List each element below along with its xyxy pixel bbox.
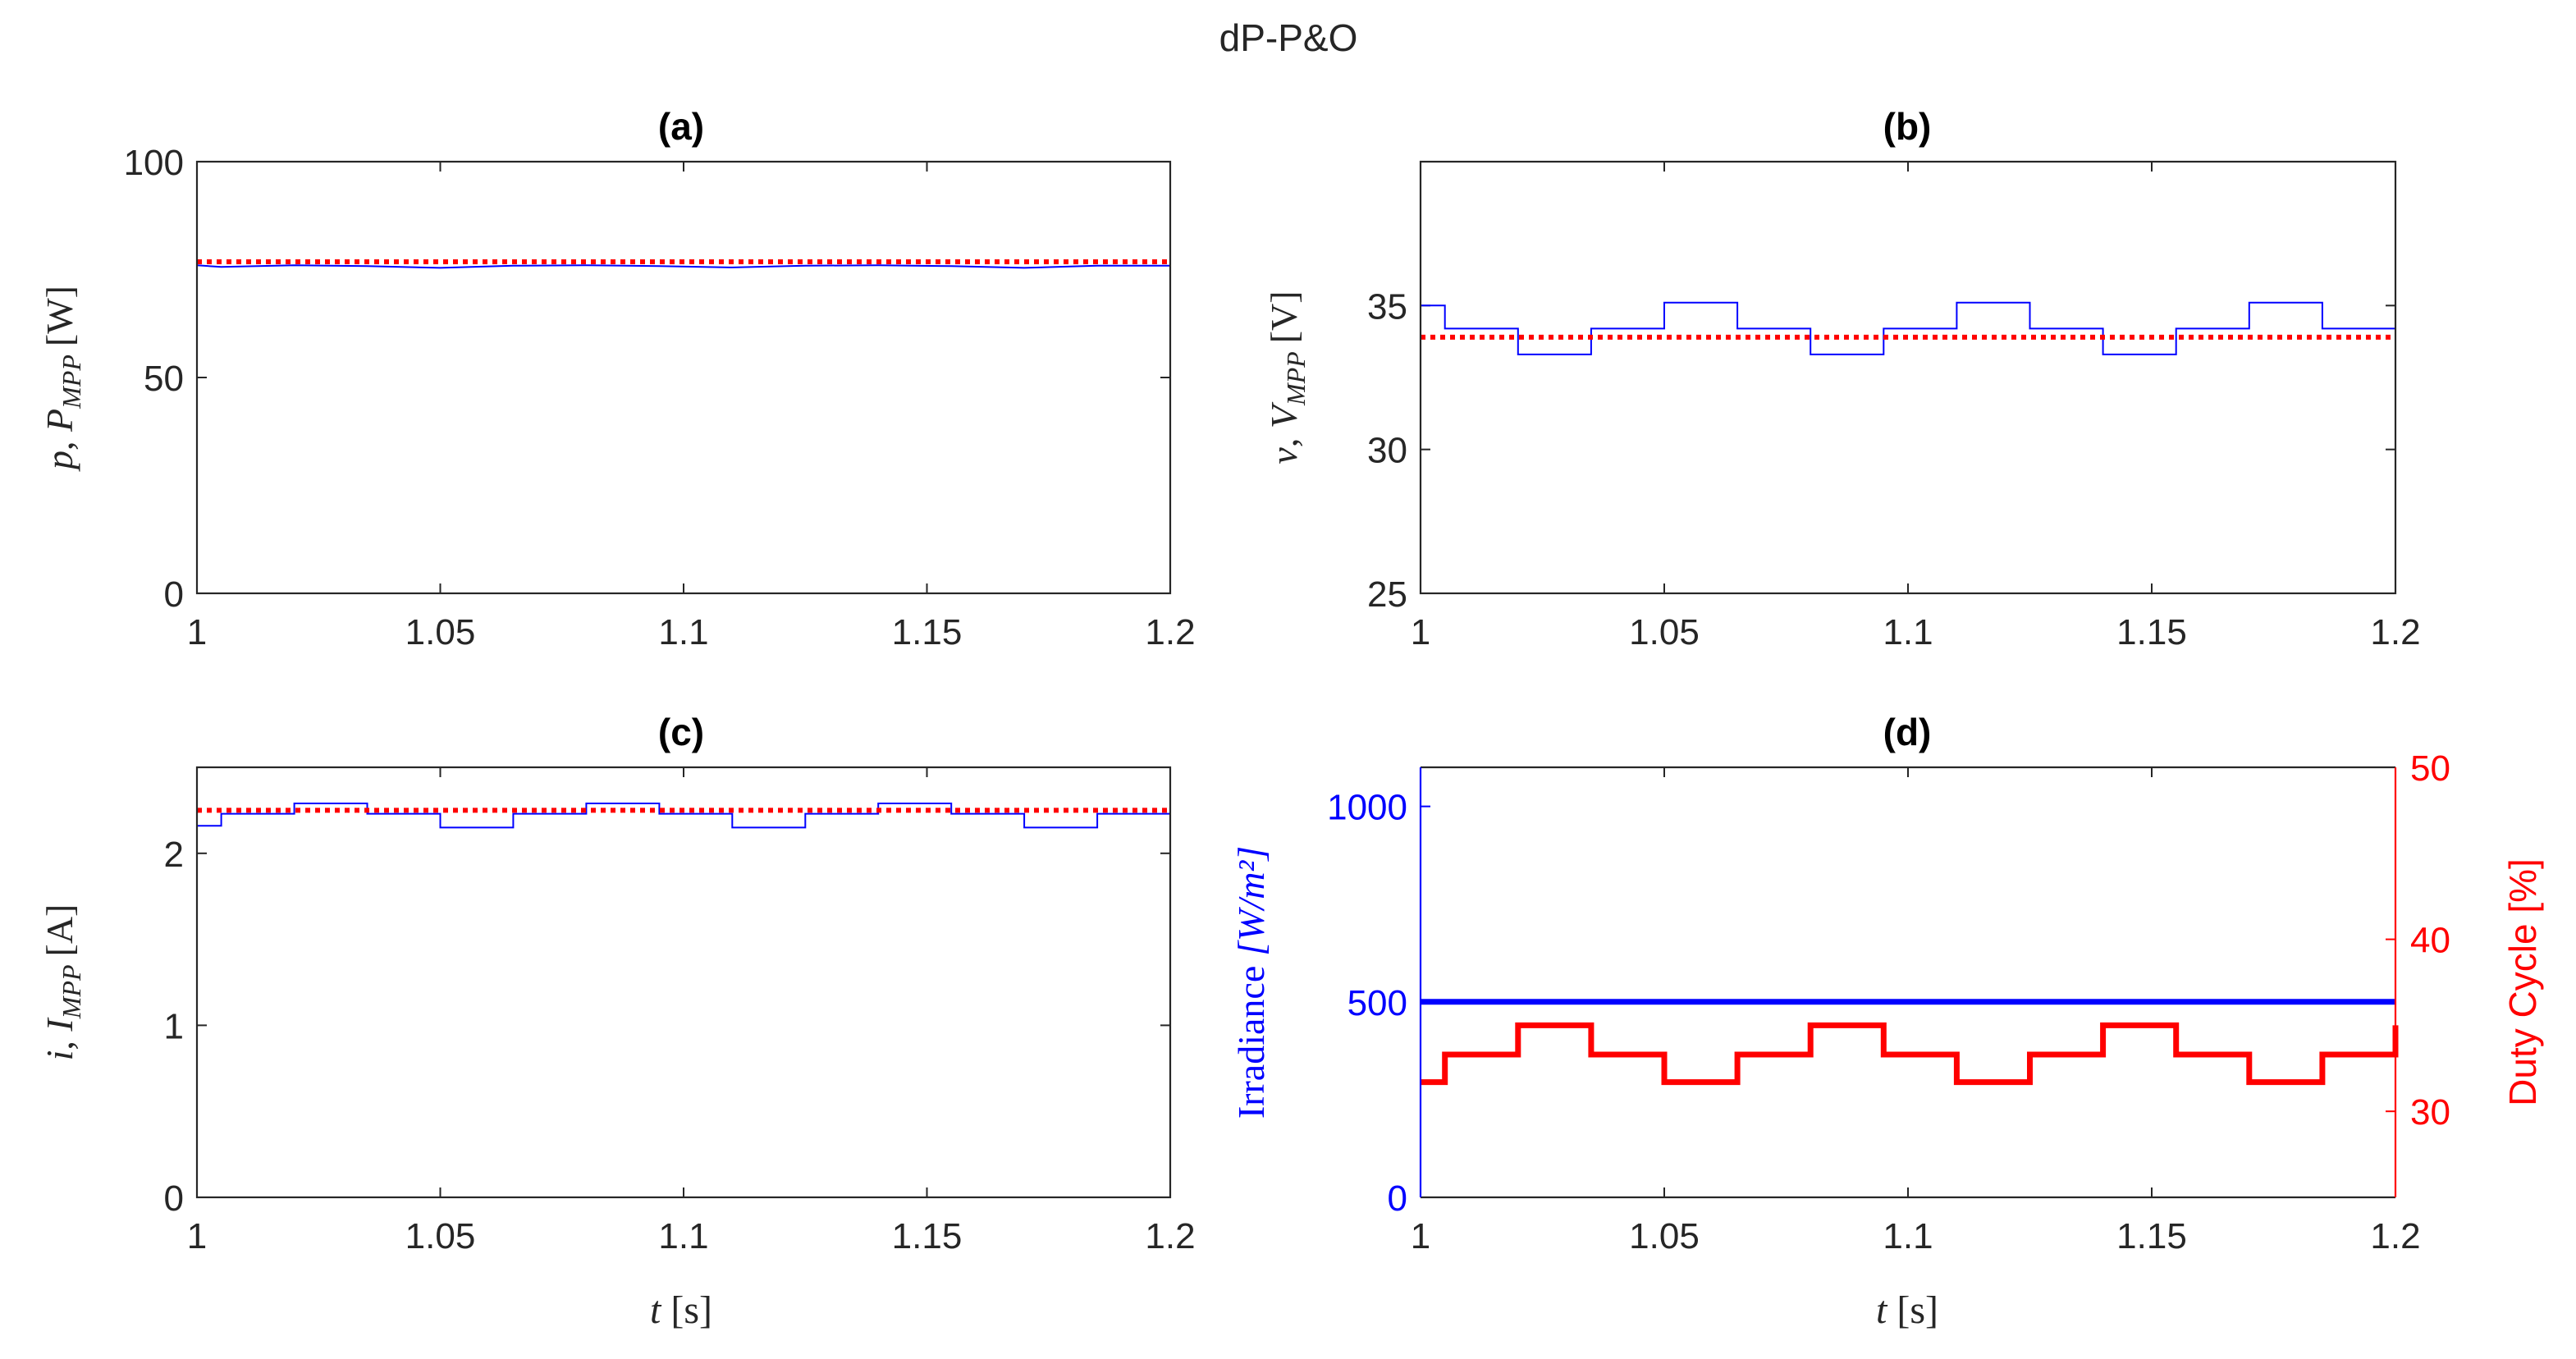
- panel-c-ylabel-subvar: I: [39, 1017, 80, 1032]
- panel-b-axes-box: [1419, 160, 2397, 595]
- panel-d-xtick-label: 1: [1411, 1216, 1430, 1256]
- panel-d-left-ylabel-unit: [W/m²]: [1230, 846, 1272, 956]
- panel-a-ytick-label: 0: [164, 574, 184, 615]
- panel-b-series-v: [1421, 301, 2395, 355]
- panel-a-ylabel-subvar: P: [39, 409, 80, 432]
- panel-a-xtick-label: 1.1: [658, 612, 708, 652]
- panel-d-xtick-label: 1.2: [2370, 1216, 2420, 1256]
- panel-c-title: (c): [658, 711, 704, 753]
- panel-c-ylabel: i, IMPP[A]: [39, 904, 86, 1061]
- panel-b-ytick-label: 30: [1367, 431, 1407, 471]
- panel-b-ticks: 1 1.05 1.1 1.15 1.2 25 30 35: [1367, 162, 2421, 652]
- panel-d-right-ytick-label: 30: [2410, 1092, 2450, 1132]
- panel-d-series-duty-cycle: [1421, 1022, 2399, 1086]
- panel-a-ytick-label: 50: [144, 359, 184, 399]
- panel-a-ylabel-unit: [W]: [39, 286, 80, 346]
- panel-c-xtick-label: 1.2: [1145, 1216, 1195, 1256]
- panel-a-title: (a): [658, 105, 704, 148]
- panel-c-series-i: [197, 803, 1170, 829]
- panel-c-xlabel: t [s]: [650, 1288, 712, 1332]
- panel-b-title: (b): [1883, 105, 1932, 148]
- panel-d-xtick-label: 1.1: [1883, 1216, 1933, 1256]
- panel-a-ylabel: p, PMPP[W]: [39, 286, 86, 472]
- panel-d-xlabel-unit: [s]: [1897, 1288, 1938, 1332]
- panel-a-plot: [196, 259, 1170, 269]
- panel-c-ytick-label: 1: [164, 1006, 184, 1046]
- panel-c-axes-box: [195, 766, 1172, 1199]
- panel-a-xtick-label: 1: [187, 612, 207, 652]
- panel-b-ytick-label: 35: [1367, 286, 1407, 327]
- panel-b-ylabel-subvar: V: [1263, 401, 1305, 428]
- panel-c-xlabel-unit: [s]: [670, 1288, 712, 1332]
- panel-a-ticks: 1 1.05 1.1 1.15 1.2 0 50 100: [124, 143, 1196, 652]
- panel-d-left-ylabel-text: Irradiance: [1230, 966, 1272, 1119]
- panel-d-xlabel: t [s]: [1876, 1288, 1938, 1332]
- panel-a-ytick-label: 100: [124, 143, 184, 183]
- panel-d-left-ytick-label: 1000: [1327, 788, 1407, 828]
- panel-a-xtick-label: 1.2: [1145, 612, 1195, 652]
- panel-d-right-ytick-label: 50: [2410, 748, 2450, 789]
- panel-c-ytick-label: 2: [164, 835, 184, 875]
- panel-c-xtick-label: 1.1: [658, 1216, 708, 1256]
- panel-d-right-ylabel: Duty Cycle [%]: [2501, 858, 2544, 1106]
- panel-d-ticks: 1 1.05 1.1 1.15 1.2 0 500 1000 30 40 50: [1327, 748, 2450, 1256]
- panel-b-ylabel-var: v: [1263, 447, 1305, 464]
- panel-a-axes-box: [195, 160, 1172, 595]
- panel-d-left-ytick-label: 0: [1388, 1178, 1407, 1219]
- panel-b-xtick-label: 1.15: [2116, 612, 2187, 652]
- panel-c-xlabel-var: t: [650, 1288, 662, 1332]
- panel-c-xtick-label: 1.05: [405, 1216, 476, 1256]
- panel-a-xtick-label: 1.15: [892, 612, 963, 652]
- panel-c-ylabel-var: i: [39, 1050, 80, 1061]
- panel-d-right-ytick-label: 40: [2410, 921, 2450, 961]
- panel-d-xlabel-var: t: [1876, 1288, 1888, 1332]
- panel-c-plot: [197, 803, 1170, 829]
- panel-d-xtick-label: 1.05: [1629, 1216, 1700, 1256]
- panel-d-left-ytick-label: 500: [1347, 983, 1407, 1023]
- panel-c-xtick-label: 1.15: [892, 1216, 963, 1256]
- panel-c-ylabel-sub: MPP: [57, 965, 86, 1020]
- panel-c-ylabel-unit: [A]: [39, 904, 80, 957]
- panel-d-title: (d): [1883, 711, 1932, 753]
- panel-b-plot: [1421, 301, 2395, 355]
- panel-c-ytick-label: 0: [164, 1178, 184, 1219]
- panel-a-ylabel-sub: MPP: [57, 355, 86, 410]
- panel-b-ytick-label: 25: [1367, 574, 1407, 615]
- panel-b-xtick-label: 1.2: [2370, 612, 2420, 652]
- panel-d: (d) 1 1.05 1.1 1.15 1.2 0 500 1000 30 40 50 Irradi…: [1230, 711, 2544, 1332]
- figure-title: dP-P&O: [1219, 16, 1358, 59]
- panel-b-ylabel-unit: [V]: [1263, 291, 1305, 343]
- panel-c-xtick-label: 1: [187, 1216, 207, 1256]
- panel-b-xtick-label: 1.1: [1883, 612, 1933, 652]
- panel-a-series-p: [196, 264, 1170, 269]
- panel-b-xtick-label: 1.05: [1629, 612, 1700, 652]
- panel-b-ylabel-sub: MPP: [1281, 351, 1311, 406]
- panel-b-ylabel: v, VMPP[V]: [1263, 291, 1311, 464]
- panel-a-ylabel-var: p: [39, 451, 80, 472]
- panel-b-xtick-label: 1: [1411, 612, 1430, 652]
- panel-a-xtick-label: 1.05: [405, 612, 476, 652]
- panel-d-left-ylabel: Irradiance [W/m²]: [1230, 846, 1272, 1119]
- panel-d-plot: [1421, 999, 2399, 1086]
- panel-d-axes-box: [1421, 767, 2395, 1197]
- panel-d-xtick-label: 1.15: [2116, 1216, 2187, 1256]
